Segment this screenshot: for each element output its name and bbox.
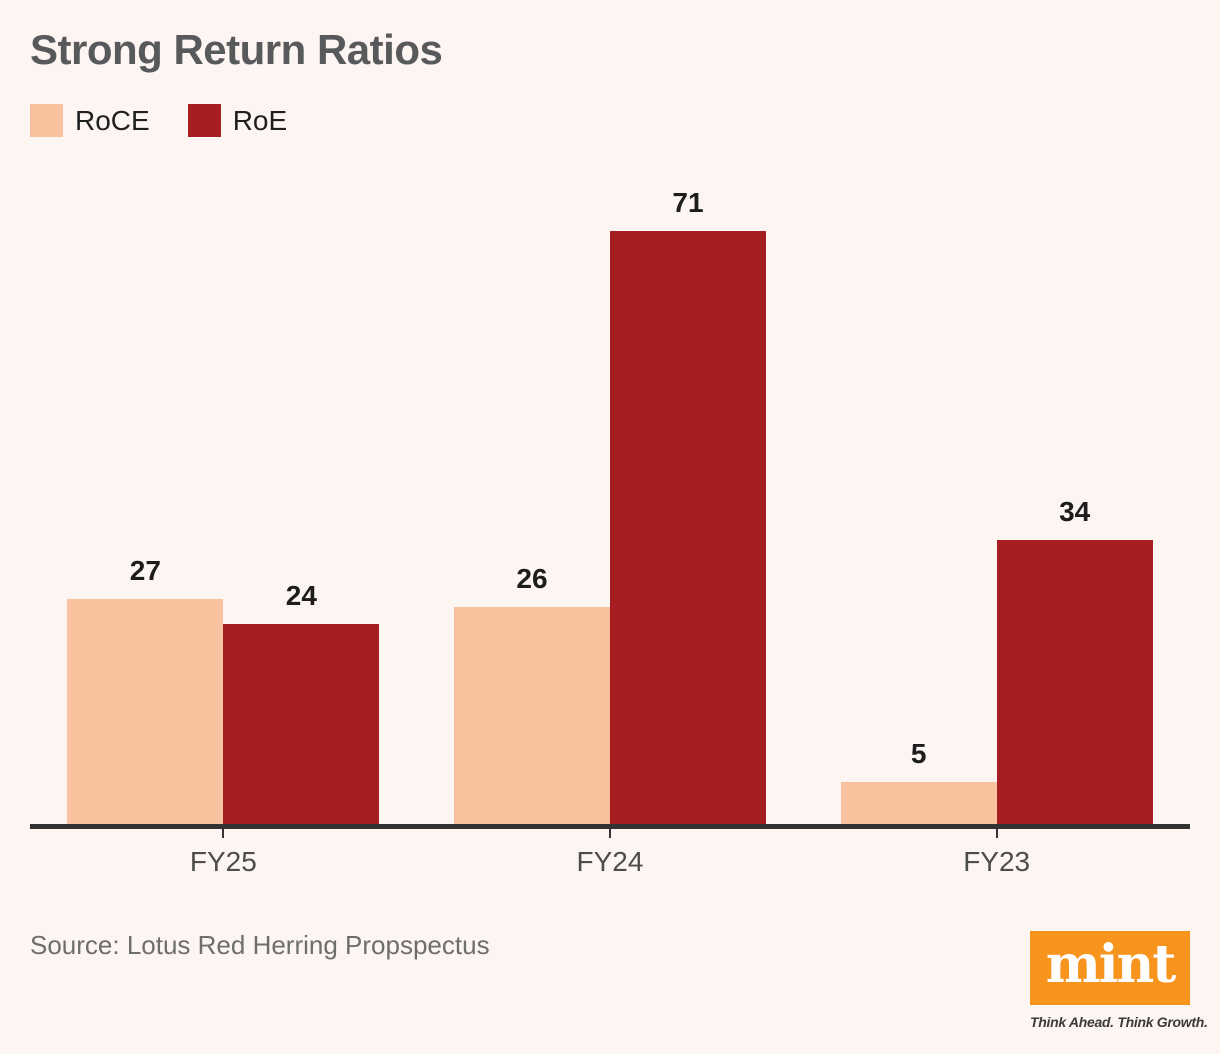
legend-item-roce: RoCE <box>30 104 150 137</box>
bar-roe-fy25 <box>223 624 380 824</box>
chart-title: Strong Return Ratios <box>30 26 443 73</box>
value-label-roce-fy24: 26 <box>516 563 548 594</box>
value-label-roce-fy25: 27 <box>129 555 161 586</box>
bar-roe-fy24 <box>610 231 766 824</box>
plot-area: 27 24 26 71 5 34 <box>30 130 1190 829</box>
bar-roce-fy23 <box>840 782 997 824</box>
bar-roce-fy25 <box>67 599 224 824</box>
mint-logo-box: mint <box>1030 931 1190 1005</box>
x-axis-tick-fy24 <box>609 829 611 838</box>
source-note: Source: Lotus Red Herring Propspectus <box>30 930 490 960</box>
x-axis-tick-fy23 <box>995 829 998 838</box>
bar-roe-fy23 <box>996 540 1153 824</box>
roe-color-swatch <box>187 104 221 137</box>
value-label-roe-fy23: 34 <box>1059 496 1091 527</box>
legend: RoCE RoE <box>30 104 287 137</box>
legend-label-roe: RoE <box>232 104 288 136</box>
bar-roce-fy24 <box>454 607 610 824</box>
x-axis-label-fy25: FY25 <box>189 846 257 877</box>
mint-logo: mint Think Ahead. Think Growth. <box>1030 931 1208 1030</box>
legend-item-roe: RoE <box>187 104 288 137</box>
value-label-roe-fy25: 24 <box>285 580 317 611</box>
x-axis-tick-fy25 <box>222 829 225 838</box>
value-label-roce-fy23: 5 <box>910 738 927 769</box>
x-axis-label-fy23: FY23 <box>963 846 1031 877</box>
value-label-roe-fy24: 71 <box>672 187 704 218</box>
legend-label-roce: RoCE <box>75 104 150 136</box>
x-axis-label-fy24: FY24 <box>576 846 644 877</box>
mint-logo-text: mint <box>1045 934 1177 995</box>
roce-color-swatch <box>30 104 63 137</box>
mint-tagline: Think Ahead. Think Growth. <box>1030 1014 1208 1030</box>
